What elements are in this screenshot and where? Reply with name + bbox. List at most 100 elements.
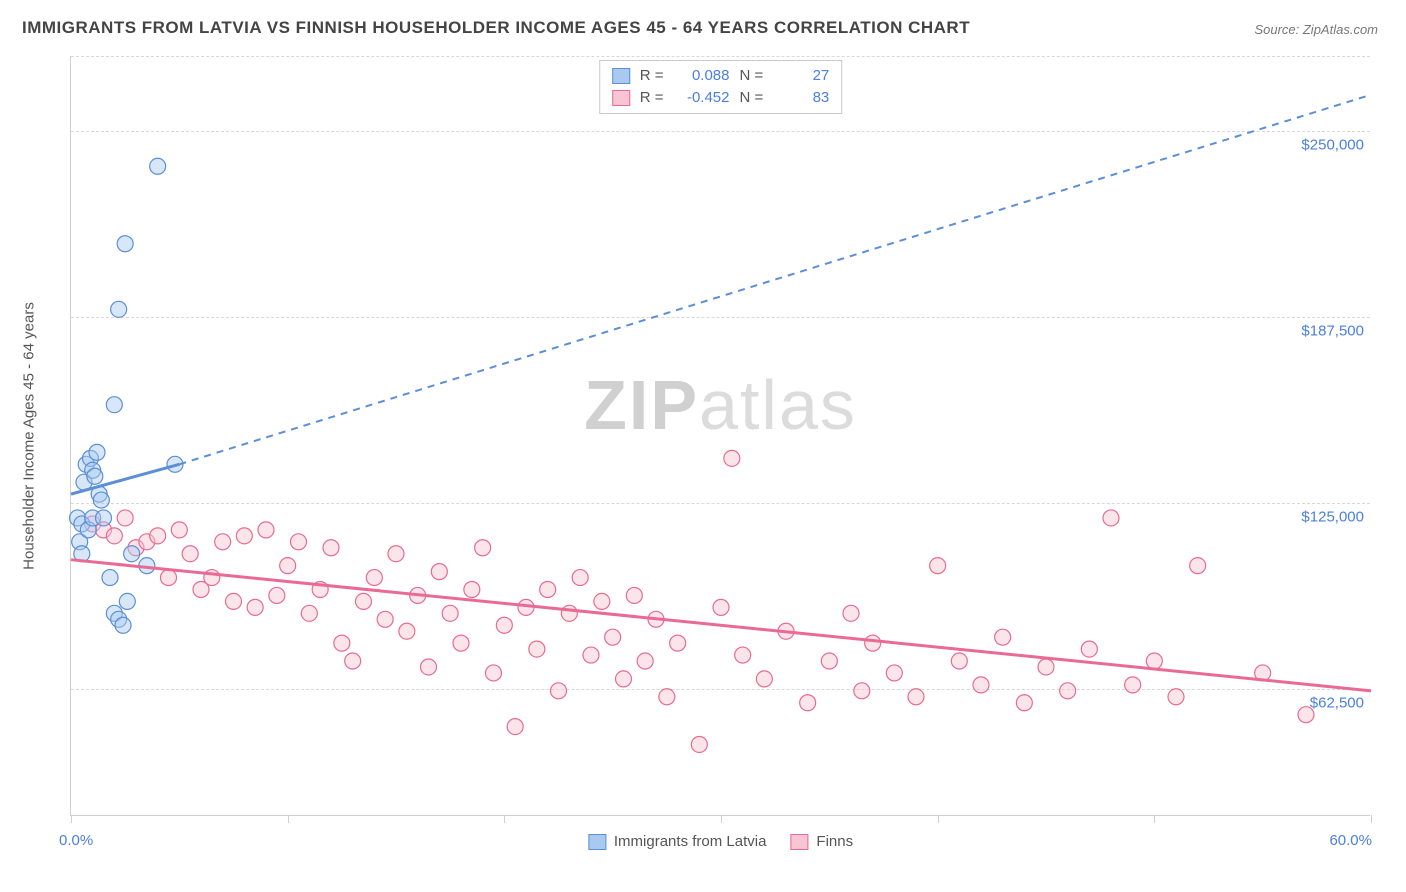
data-point bbox=[616, 671, 632, 687]
chart-area: Householder Income Ages 45 - 64 years ZI… bbox=[70, 56, 1370, 816]
data-point bbox=[226, 593, 242, 609]
x-tick bbox=[1371, 815, 1372, 823]
data-point bbox=[464, 581, 480, 597]
data-point bbox=[854, 683, 870, 699]
data-point bbox=[1168, 689, 1184, 705]
data-point bbox=[236, 528, 252, 544]
data-point bbox=[756, 671, 772, 687]
data-point bbox=[713, 599, 729, 615]
data-point bbox=[551, 683, 567, 699]
data-point bbox=[800, 695, 816, 711]
data-point bbox=[111, 301, 127, 317]
data-point bbox=[334, 635, 350, 651]
data-point bbox=[529, 641, 545, 657]
data-point bbox=[561, 605, 577, 621]
data-point bbox=[102, 570, 118, 586]
data-point bbox=[87, 468, 103, 484]
data-point bbox=[973, 677, 989, 693]
x-tick bbox=[721, 815, 722, 823]
data-point bbox=[583, 647, 599, 663]
data-point bbox=[1060, 683, 1076, 699]
data-point bbox=[377, 611, 393, 627]
data-point bbox=[388, 546, 404, 562]
data-point bbox=[594, 593, 610, 609]
data-point bbox=[291, 534, 307, 550]
data-point bbox=[951, 653, 967, 669]
data-point bbox=[106, 397, 122, 413]
data-point bbox=[1081, 641, 1097, 657]
data-point bbox=[150, 158, 166, 174]
y-axis-title: Householder Income Ages 45 - 64 years bbox=[21, 302, 38, 570]
data-point bbox=[431, 564, 447, 580]
data-point bbox=[659, 689, 675, 705]
correlation-stats-box: R = 0.088 N = 27 R = -0.452 N = 83 bbox=[599, 60, 843, 114]
data-point bbox=[605, 629, 621, 645]
data-point bbox=[821, 653, 837, 669]
data-point bbox=[496, 617, 512, 633]
legend: Immigrants from Latvia Finns bbox=[588, 833, 853, 850]
x-tick bbox=[938, 815, 939, 823]
data-point bbox=[540, 581, 556, 597]
data-point bbox=[1038, 659, 1054, 675]
data-point bbox=[1125, 677, 1141, 693]
n-value-latvia: 27 bbox=[773, 65, 829, 87]
r-value-finns: -0.452 bbox=[674, 87, 730, 109]
data-point bbox=[269, 587, 285, 603]
data-point bbox=[215, 534, 231, 550]
data-point bbox=[691, 736, 707, 752]
swatch-latvia bbox=[612, 68, 630, 84]
data-point bbox=[1190, 558, 1206, 574]
data-point bbox=[908, 689, 924, 705]
data-point bbox=[486, 665, 502, 681]
data-point bbox=[865, 635, 881, 651]
data-point bbox=[1146, 653, 1162, 669]
data-point bbox=[843, 605, 859, 621]
r-label-latvia: R = bbox=[640, 65, 664, 87]
data-point bbox=[345, 653, 361, 669]
data-point bbox=[1103, 510, 1119, 526]
x-tick bbox=[1154, 815, 1155, 823]
data-point bbox=[637, 653, 653, 669]
data-point bbox=[96, 510, 112, 526]
data-point bbox=[171, 522, 187, 538]
data-point bbox=[117, 236, 133, 252]
stats-row-finns: R = -0.452 N = 83 bbox=[612, 87, 830, 109]
data-point bbox=[399, 623, 415, 639]
data-point bbox=[115, 617, 131, 633]
data-point bbox=[626, 587, 642, 603]
x-tick bbox=[504, 815, 505, 823]
data-point bbox=[572, 570, 588, 586]
source-attribution: Source: ZipAtlas.com bbox=[1254, 22, 1378, 37]
data-point bbox=[182, 546, 198, 562]
r-label-finns: R = bbox=[640, 87, 664, 109]
data-point bbox=[89, 444, 105, 460]
data-point bbox=[366, 570, 382, 586]
trend-line bbox=[71, 560, 1371, 691]
swatch-finns bbox=[612, 90, 630, 106]
data-point bbox=[507, 719, 523, 735]
data-point bbox=[886, 665, 902, 681]
legend-swatch-latvia bbox=[588, 834, 606, 850]
x-axis-min-label: 0.0% bbox=[59, 832, 93, 849]
data-point bbox=[117, 510, 133, 526]
r-value-latvia: 0.088 bbox=[674, 65, 730, 87]
n-label-finns: N = bbox=[740, 87, 764, 109]
data-point bbox=[356, 593, 372, 609]
data-point bbox=[301, 605, 317, 621]
x-tick bbox=[71, 815, 72, 823]
data-point bbox=[1016, 695, 1032, 711]
data-point bbox=[323, 540, 339, 556]
data-point bbox=[258, 522, 274, 538]
data-point bbox=[119, 593, 135, 609]
data-point bbox=[93, 492, 109, 508]
data-point bbox=[995, 629, 1011, 645]
legend-item-latvia: Immigrants from Latvia bbox=[588, 833, 767, 850]
data-point bbox=[106, 528, 122, 544]
data-point bbox=[453, 635, 469, 651]
n-label-latvia: N = bbox=[740, 65, 764, 87]
data-point bbox=[1298, 707, 1314, 723]
data-point bbox=[247, 599, 263, 615]
data-point bbox=[930, 558, 946, 574]
data-point bbox=[475, 540, 491, 556]
trend-line-extrapolated bbox=[179, 95, 1371, 465]
